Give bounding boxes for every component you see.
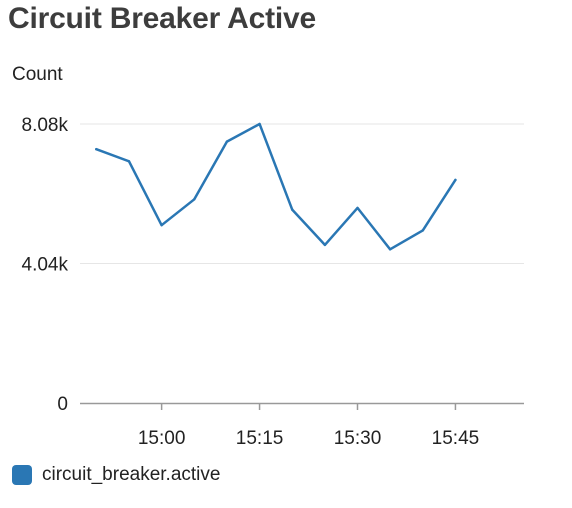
data-point (160, 223, 163, 227)
series-line (95, 122, 457, 251)
data-point (323, 243, 327, 247)
legend-label: circuit_breaker.active (42, 464, 221, 485)
legend[interactable]: circuit_breaker.active (12, 464, 220, 486)
x-tick-label: 15:00 (138, 428, 186, 449)
label-layer: 0 4.04k 8.08k 15:00 15:15 15:30 15:45 (22, 115, 480, 449)
y-tick-label: 4.04k (22, 255, 69, 276)
data-point (225, 140, 229, 143)
axis-layer (80, 402, 524, 410)
x-tick-label: 15:15 (236, 428, 284, 449)
data-point (127, 160, 131, 163)
y-axis-label: Count (12, 64, 63, 85)
data-point (193, 198, 196, 201)
data-point (388, 248, 392, 251)
legend-swatch (12, 465, 32, 485)
data-point (421, 229, 424, 232)
y-tick-label: 8.08k (22, 115, 69, 136)
data-point (291, 208, 294, 211)
data-point (258, 122, 261, 126)
data-point (454, 178, 457, 182)
series-layer (95, 122, 457, 251)
data-point (95, 148, 98, 151)
x-tick-label: 15:30 (334, 428, 382, 449)
x-tick-label: 15:45 (432, 428, 480, 449)
y-tick-label: 0 (57, 394, 68, 415)
chart-title: Circuit Breaker Active (8, 2, 316, 35)
grid-layer (80, 123, 524, 264)
data-point (356, 206, 359, 210)
